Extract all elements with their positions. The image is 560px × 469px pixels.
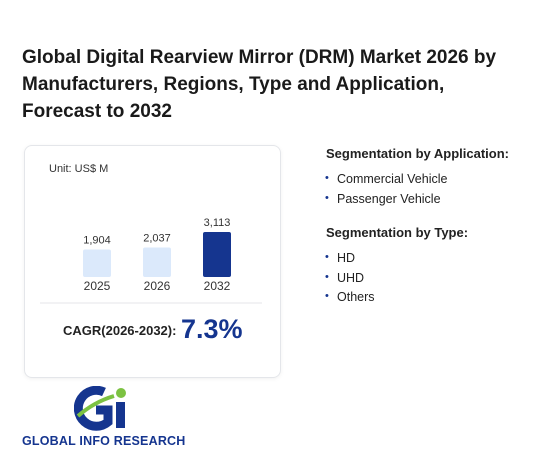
segment-title: Segmentation by Application:: [326, 146, 509, 161]
segment-item: Commercial Vehicle: [325, 172, 448, 186]
unit-label: Unit: US$ M: [49, 163, 108, 175]
logo-mark: [74, 386, 126, 431]
value-label: 3,113: [204, 217, 231, 229]
bar: [83, 249, 111, 277]
x-tick-label: 2025: [84, 279, 111, 293]
logo-text: GLOBAL INFO RESEARCH: [22, 434, 186, 448]
chart-card: [24, 145, 281, 378]
segment-item: Passenger Vehicle: [325, 192, 440, 206]
x-tick-label: 2026: [144, 279, 171, 293]
logo-i: [116, 402, 125, 428]
bar: [203, 232, 231, 277]
segment-item: UHD: [325, 271, 364, 285]
value-label: 1,904: [83, 234, 111, 246]
page-title: Global Digital Rearview Mirror (DRM) Mar…: [22, 47, 497, 122]
segment-item: HD: [325, 251, 355, 265]
bar: [143, 247, 171, 277]
segment-title: Segmentation by Type:: [326, 225, 469, 240]
chart: Unit: US$ M 1,904 2025 2,037 2026 3,113 2032: [40, 163, 262, 304]
cagr-label: CAGR(2026-2032):: [63, 323, 177, 338]
cagr-value: 7.3%: [181, 314, 243, 344]
value-label: 2,037: [143, 232, 171, 244]
x-tick-label: 2032: [204, 279, 231, 293]
segment-item: Others: [325, 290, 374, 304]
logo-swoosh: [76, 394, 115, 418]
logo-g: [74, 386, 113, 431]
logo-dot: [116, 388, 126, 398]
